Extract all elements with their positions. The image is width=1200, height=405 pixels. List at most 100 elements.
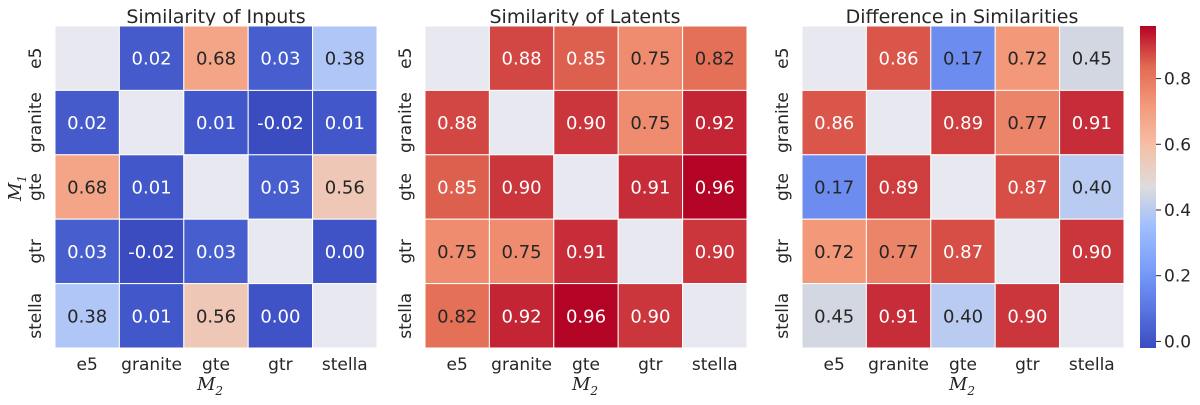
cell-value-label: 0.91: [566, 242, 606, 263]
heatmap-cell: [183, 25, 249, 91]
heatmap-cell: [312, 218, 378, 285]
x-axis-label: M2: [948, 374, 975, 398]
heatmap-cell: [930, 218, 996, 285]
heatmap-cell: [865, 89, 932, 156]
y-tick-label: granite: [396, 92, 416, 153]
cell-value-label: 0.56: [196, 306, 236, 327]
cell-value-label: 0.77: [1007, 113, 1047, 134]
heatmap-cell: [682, 218, 748, 285]
panel-title: Difference in Similarities: [846, 6, 1079, 28]
y-tick-labels: e5 granite gte gtr stella: [773, 48, 793, 339]
cell-value-label: 0.90: [502, 178, 542, 199]
x-tick-label: gte: [202, 355, 230, 375]
x-tick-label: granite: [121, 355, 182, 375]
heatmap-cell: [1059, 25, 1125, 91]
heatmap-cell: [424, 25, 490, 91]
y-tick-label: stella: [26, 293, 46, 339]
cell-value-label: 0.90: [566, 113, 606, 134]
x-tick-label: gtr: [1015, 355, 1039, 375]
y-tick-label: gte: [773, 173, 793, 201]
cell-value-label: 0.00: [260, 306, 300, 327]
heatmap-cell: [488, 89, 555, 156]
colorbar-ticks: 0.0 0.2 0.4 0.6 0.8: [1156, 70, 1191, 352]
heatmap-cell: [247, 283, 314, 349]
cell-value-label: 0.72: [814, 242, 854, 263]
x-tick-label: stella: [322, 355, 368, 375]
cell-value-label: 0.86: [814, 113, 854, 134]
cell-value-label: 0.00: [325, 242, 365, 263]
panel-title: Similarity of Inputs: [126, 6, 305, 28]
cell-value-label: 0.89: [943, 113, 983, 134]
heatmap-cell: [617, 218, 684, 285]
colorbar-gradient: [1140, 26, 1156, 348]
colorbar-tick-label: 0.4: [1164, 201, 1191, 221]
x-tick-labels: e5 granite gte gtr stella: [77, 355, 368, 375]
heatmap-cell: [488, 25, 555, 91]
panel-inputs: Similarity of Inputs 0.02 0.68 0.03 0.380.0…: [5, 6, 378, 398]
y-tick-label: gtr: [396, 239, 416, 263]
y-tick-label: gte: [396, 173, 416, 201]
cell-value-label: 0.75: [630, 113, 670, 134]
cell-value-label: 0.89: [879, 178, 919, 199]
heatmap-cell: [1059, 283, 1125, 349]
cell-value-label: 0.85: [566, 49, 606, 70]
x-axis-label: M2: [196, 374, 223, 398]
x-tick-label: stella: [1069, 355, 1115, 375]
cell-value-label: 0.91: [630, 178, 670, 199]
y-axis-label: M1: [5, 175, 29, 202]
cell-value-label: -0.02: [257, 113, 304, 134]
heatmap-cell: [930, 283, 996, 349]
heatmap-cell: [865, 154, 932, 220]
heatmap-cell: [801, 25, 867, 91]
cell-value-label: 0.82: [437, 306, 477, 327]
cell-value-label: 0.72: [1007, 49, 1047, 70]
heatmap-cell: [1059, 154, 1125, 220]
y-tick-label: stella: [773, 293, 793, 339]
cell-value-label: 0.96: [695, 178, 735, 199]
colorbar: 0.0 0.2 0.4 0.6 0.8: [1140, 26, 1191, 352]
heatmap-cell: [994, 154, 1061, 220]
cell-value-label: 0.40: [1072, 178, 1112, 199]
y-tick-label: e5: [773, 48, 793, 69]
heatmap-cell: [553, 154, 619, 220]
heatmap-cell: [118, 154, 185, 220]
x-tick-label: granite: [491, 355, 552, 375]
heatmap-cell: [801, 283, 867, 349]
heatmap-cell: [1059, 218, 1125, 285]
cell-value-label: 0.90: [1007, 306, 1047, 327]
heatmap-cell: [118, 218, 185, 285]
heatmap-cell: [617, 283, 684, 349]
heatmap-cell: [865, 218, 932, 285]
heatmap-cell: [1059, 89, 1125, 156]
heatmap-cell: [424, 89, 490, 156]
cell-value-label: 0.75: [630, 49, 670, 70]
cell-value-label: 0.91: [1072, 113, 1112, 134]
cell-value-label: -0.02: [128, 242, 175, 263]
heatmap-cell: [617, 89, 684, 156]
heatmap-cell: [801, 218, 867, 285]
panel-latents: Similarity of Latents 0.88 0.85 0.75 0.820.…: [396, 6, 748, 398]
x-tick-label: e5: [447, 355, 468, 375]
x-tick-labels: e5 granite gte gtr stella: [447, 355, 738, 375]
cell-value-label: 0.90: [630, 306, 670, 327]
y-tick-label: granite: [26, 92, 46, 153]
heatmap-cell: [118, 89, 185, 156]
y-tick-label: e5: [396, 48, 416, 69]
cell-value-label: 0.96: [566, 306, 606, 327]
heatmap-cell: [183, 154, 249, 220]
cell-value-label: 0.68: [67, 178, 107, 199]
cell-value-label: 0.40: [943, 306, 983, 327]
x-tick-label: stella: [692, 355, 738, 375]
heatmap-cell: [312, 154, 378, 220]
heatmap-cell: [865, 283, 932, 349]
cell-value-label: 0.02: [132, 49, 172, 70]
y-tick-label: gtr: [26, 239, 46, 263]
y-tick-labels: e5 granite gte gtr stella: [396, 48, 416, 339]
y-tick-labels: e5 granite gte gtr stella: [26, 48, 46, 339]
cell-value-label: 0.88: [502, 49, 542, 70]
x-tick-label: gtr: [638, 355, 662, 375]
heatmap-cell: [801, 154, 867, 220]
heatmap-cell: [312, 283, 378, 349]
cell-value-label: 0.86: [879, 49, 919, 70]
